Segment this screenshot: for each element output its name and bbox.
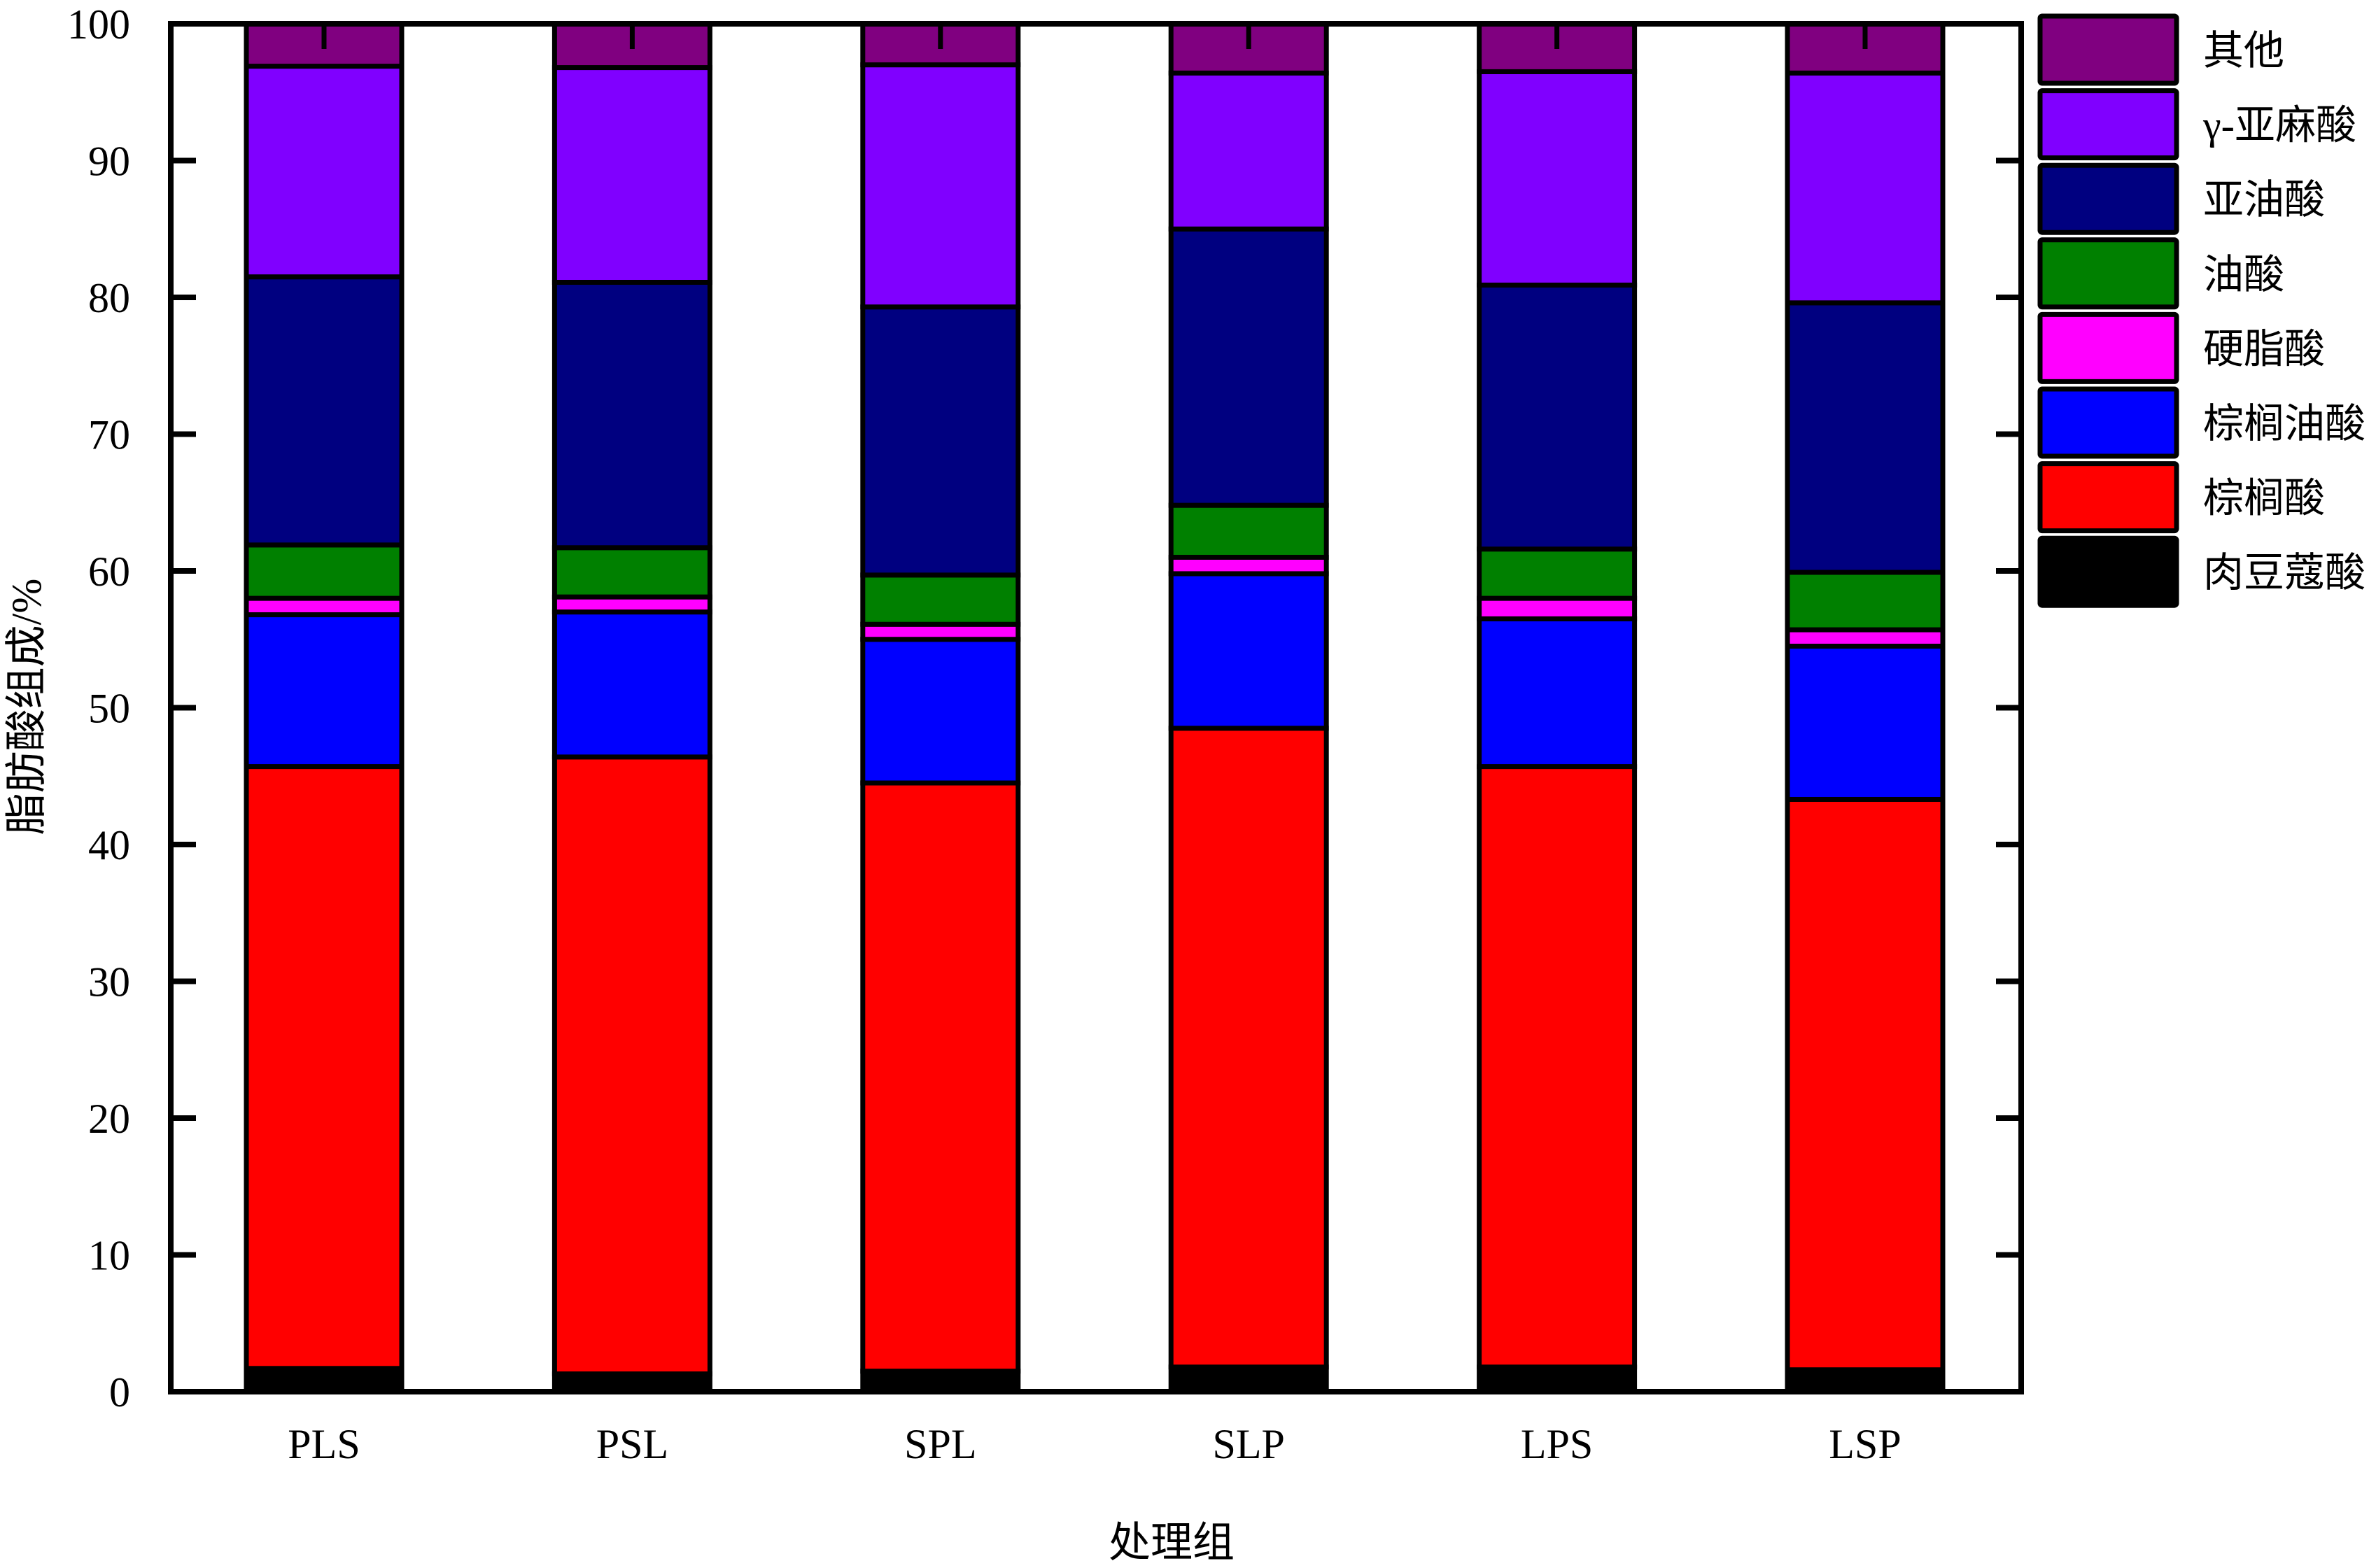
bar-segment — [1785, 644, 1946, 802]
legend-item: 油酸 — [2037, 237, 2284, 310]
plot-border — [168, 21, 2024, 1394]
y-axis-title: 脂肪酸组成/% — [3, 579, 50, 835]
legend-item: 棕榈油酸 — [2037, 386, 2366, 459]
bar-segment — [1168, 571, 1329, 731]
y-tick-label: 90 — [88, 139, 130, 185]
x-tick-label: PSL — [596, 1421, 668, 1467]
bar-segment — [1168, 726, 1329, 1370]
bar-segment — [1785, 627, 1946, 649]
y-tick-label: 50 — [88, 686, 130, 732]
bar-stack-PLS — [244, 21, 405, 1394]
bar-segment — [1477, 764, 1638, 1370]
x-tick-label: PLS — [288, 1421, 360, 1467]
bar-stack-SPL — [860, 21, 1021, 1394]
bar-segment — [244, 764, 405, 1371]
bar-segment — [860, 572, 1021, 627]
legend-item: 棕榈酸 — [2037, 461, 2325, 534]
bar-segment — [1785, 570, 1946, 633]
legend-label: γ-亚麻酸 — [2202, 103, 2356, 148]
legend-swatch — [2037, 535, 2179, 608]
y-tick-label: 70 — [88, 412, 130, 458]
bar-segment — [1477, 595, 1638, 621]
bar-segment — [860, 637, 1021, 786]
x-tick-label: SLP — [1213, 1421, 1285, 1467]
bar-stack-LSP — [1785, 21, 1946, 1394]
x-axis-title: 处理组 — [1109, 1520, 1235, 1566]
bar-segment — [860, 304, 1021, 578]
bar-segment — [1477, 616, 1638, 770]
legend-swatch — [2037, 386, 2179, 459]
y-tick-label: 0 — [109, 1369, 130, 1415]
bar-segment — [244, 595, 405, 618]
bar-segment — [1168, 226, 1329, 508]
bar-segment — [551, 279, 712, 551]
legend-swatch — [2037, 13, 2179, 86]
y-axis-ticks: 0 10 20 30 40 50 60 70 80 90 100 — [67, 1, 2021, 1415]
bar-segment — [1477, 282, 1638, 552]
legend-item: 亚油酸 — [2037, 162, 2325, 235]
y-tick-label: 20 — [88, 1096, 130, 1142]
bar-segment — [1785, 300, 1946, 575]
legend-swatch — [2037, 237, 2179, 310]
bar-segment — [1477, 69, 1638, 288]
legend-item: 硬脂酸 — [2037, 311, 2325, 384]
bar-segment — [244, 274, 405, 548]
bar-segment — [551, 609, 712, 760]
legend-swatch — [2037, 461, 2179, 534]
y-tick-label: 100 — [67, 1, 130, 48]
legend-swatch — [2037, 311, 2179, 384]
legend-label: 棕榈油酸 — [2203, 401, 2366, 446]
bar-segment — [244, 64, 405, 280]
y-tick-label: 40 — [88, 822, 130, 868]
y-tick-label: 60 — [88, 549, 130, 595]
legend-item: γ-亚麻酸 — [2037, 88, 2356, 161]
bar-segment — [244, 612, 405, 770]
bar-segment — [1785, 796, 1946, 1373]
legend-label: 肉豆蔻酸 — [2203, 550, 2366, 595]
bar-stack-LPS — [1477, 21, 1638, 1394]
bar-segment — [551, 754, 712, 1377]
legend-swatch — [2037, 88, 2179, 161]
bar-segment — [860, 780, 1021, 1374]
x-tick-label: LPS — [1521, 1421, 1593, 1467]
bar-stack-SLP — [1168, 21, 1329, 1394]
bar-segment — [551, 545, 712, 600]
legend-item: 肉豆蔻酸 — [2037, 535, 2366, 608]
bar-stack-PSL — [551, 21, 712, 1394]
bar-segment — [1168, 70, 1329, 232]
legend-label: 硬脂酸 — [2203, 326, 2325, 372]
bar-segment — [1168, 554, 1329, 577]
bar-segment — [1477, 546, 1638, 601]
legend-label: 油酸 — [2203, 252, 2284, 297]
bar-segment — [1168, 502, 1329, 560]
y-tick-label: 30 — [88, 959, 130, 1005]
plot-frame — [168, 21, 2024, 1394]
legend-label: 其他 — [2203, 28, 2284, 73]
x-axis-ticks: PLS PSL SPL SLP LPS LSP — [288, 24, 1901, 1467]
bars-group — [244, 21, 1946, 1394]
legend-label: 亚油酸 — [2203, 177, 2325, 223]
y-tick-label: 10 — [88, 1233, 130, 1279]
legend-label: 棕榈酸 — [2203, 476, 2325, 521]
x-tick-label: SPL — [904, 1421, 976, 1467]
bar-segment — [860, 62, 1021, 310]
y-tick-label: 80 — [88, 275, 130, 321]
bar-segment — [551, 65, 712, 285]
legend-item: 其他 — [2037, 13, 2284, 86]
bar-segment — [244, 542, 405, 601]
x-tick-label: LSP — [1829, 1421, 1901, 1467]
legend-swatch — [2037, 162, 2179, 235]
bar-segment — [1785, 70, 1946, 306]
